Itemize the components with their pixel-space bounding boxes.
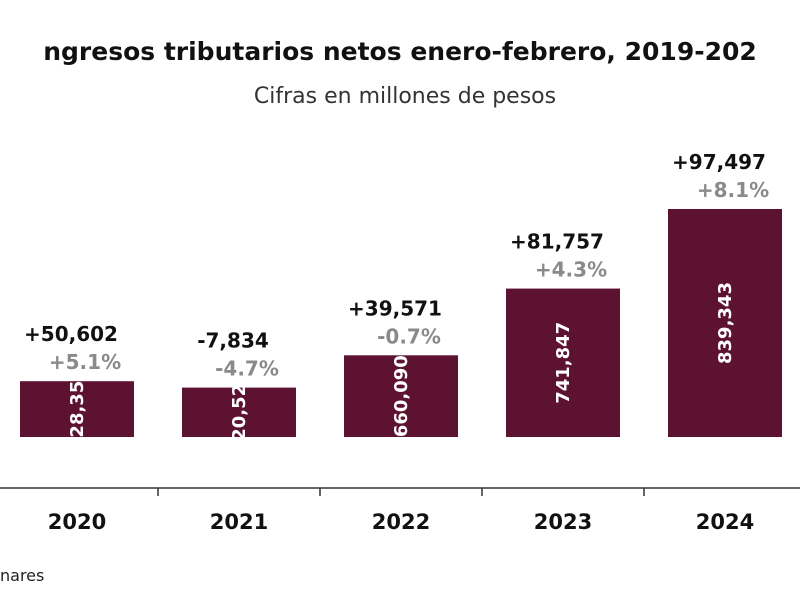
x-tick-2021: 2021: [210, 510, 268, 534]
x-tick-2020: 2020: [48, 510, 106, 534]
x-tick-2024: 2024: [696, 510, 754, 534]
bar-value-label-2021: 620,520: [229, 371, 250, 453]
chart-title: ngresos tributarios netos enero-febrero,…: [43, 37, 757, 66]
percent-change-label-2020: +5.1%: [49, 350, 121, 374]
percent-change-label-2023: +4.3%: [535, 258, 607, 282]
footnote: nares: [0, 566, 44, 585]
bar-2023: [506, 288, 620, 437]
annual-change-label-2022: +39,571: [348, 296, 442, 320]
percent-change-label-2021: -4.7%: [215, 357, 279, 381]
x-tick-2022: 2022: [372, 510, 430, 534]
bar-2021: [182, 387, 296, 437]
annual-change-label-2020: +50,602: [24, 322, 118, 346]
bar-value-label-2023: 741,847: [553, 322, 574, 404]
percent-change-label-2022: -0.7%: [377, 324, 441, 348]
bar-2022: [344, 355, 458, 437]
bars-group: 628,354+5.1% +50,602 620,520-4.7% -7,834 660…: [20, 150, 782, 453]
chart-subtitle: Cifras en millones de pesos: [254, 84, 556, 109]
annual-change-label-2024: +97,497: [672, 150, 766, 174]
percent-change-label-2024: +8.1%: [697, 178, 769, 202]
x-axis-ticks: 2020 2021 2022 2023 2024: [48, 488, 754, 534]
annual-change-label-2023: +81,757: [510, 230, 604, 254]
bar-value-label-2022: 660,090: [391, 355, 412, 437]
annual-change-label-2021: -7,834: [197, 329, 269, 353]
bar-value-label-2024: 839,343: [715, 282, 736, 364]
x-tick-2023: 2023: [534, 510, 592, 534]
bar-value-label-2020: 628,354: [67, 368, 88, 450]
bar-2024: [668, 209, 782, 437]
bar-2020: [20, 381, 134, 437]
